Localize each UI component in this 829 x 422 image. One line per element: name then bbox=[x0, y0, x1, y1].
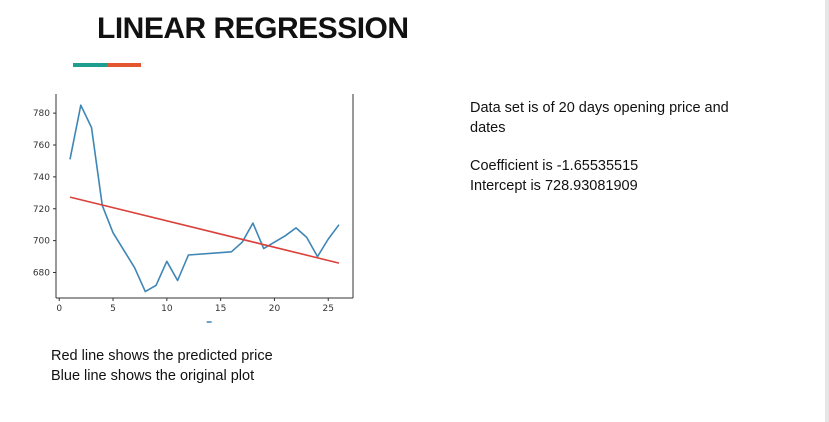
blue-line-caption: Blue line shows the original plot bbox=[51, 368, 255, 384]
x-tick-label: 10 bbox=[161, 304, 173, 314]
dataset-description-line1: Data set is of 20 days opening price and bbox=[470, 100, 729, 116]
y-tick-label: 700 bbox=[33, 237, 50, 247]
legend-caption: Red line shows the predicted price Blue … bbox=[51, 346, 273, 386]
red-line-caption: Red line shows the predicted price bbox=[51, 348, 273, 364]
dataset-description-line2: dates bbox=[470, 120, 506, 136]
x-tick-label: 15 bbox=[215, 304, 226, 314]
x-tick-label: 25 bbox=[323, 304, 334, 314]
title-accent-bar bbox=[73, 63, 141, 67]
x-tick-label: 0 bbox=[56, 304, 62, 314]
accent-bar-orange bbox=[107, 63, 141, 67]
coefficient-text: Coefficient is -1.65535515 bbox=[470, 158, 639, 174]
y-tick-label: 780 bbox=[33, 109, 50, 119]
slide-edge bbox=[825, 0, 829, 422]
predicted-price-line bbox=[69, 196, 340, 264]
x-tick-label: 5 bbox=[110, 304, 116, 314]
x-tick-label: 20 bbox=[269, 304, 281, 314]
original-price-line bbox=[69, 104, 340, 293]
intercept-text: Intercept is 728.93081909 bbox=[470, 178, 638, 194]
y-tick-label: 740 bbox=[33, 173, 50, 183]
y-tick-label: 760 bbox=[33, 141, 50, 151]
accent-bar-teal bbox=[73, 63, 107, 67]
info-panel: Data set is of 20 days opening price and… bbox=[470, 98, 770, 196]
y-tick-label: 680 bbox=[33, 269, 50, 279]
chart-svg: 680 700 720 740 760 780 0 5 10 15 20 25 bbox=[33, 94, 354, 323]
y-tick-label: 720 bbox=[33, 205, 50, 215]
slide-title: LINEAR REGRESSION bbox=[97, 12, 409, 45]
regression-chart: 680 700 720 740 760 780 0 5 10 15 20 25 bbox=[24, 90, 364, 325]
